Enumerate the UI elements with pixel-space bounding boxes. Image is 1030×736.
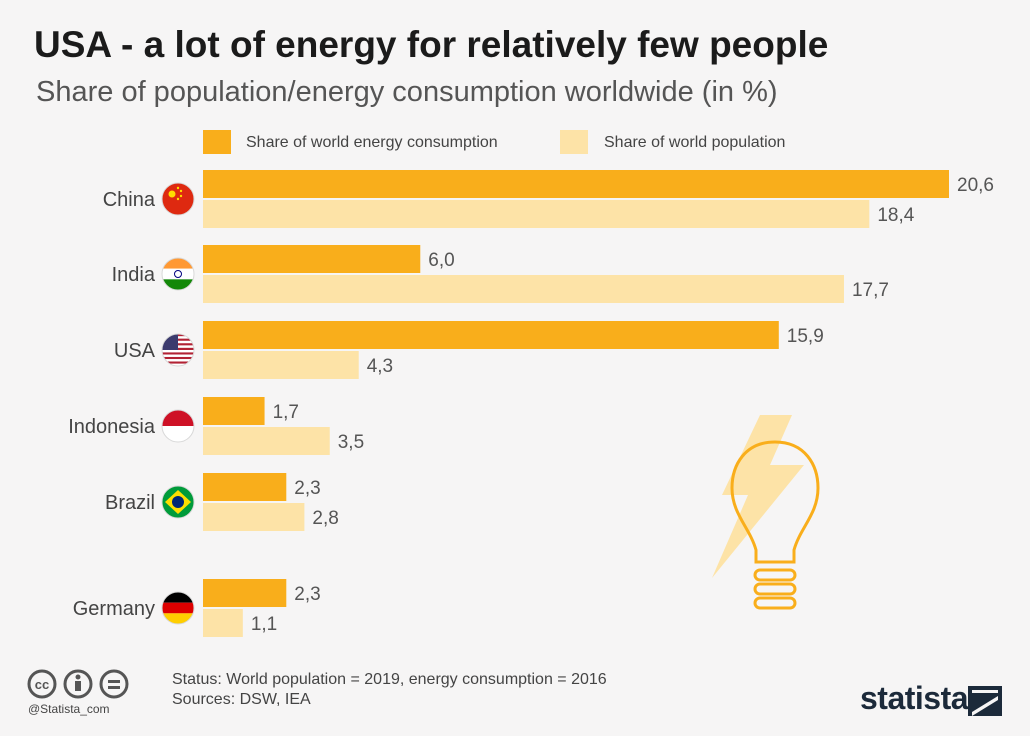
indonesia-flag-icon (161, 409, 195, 443)
chart-title: USA - a lot of energy for relatively few… (34, 24, 829, 65)
legend-swatch-energy (203, 130, 231, 154)
bar-germany-energy (203, 579, 287, 607)
brazil-flag-icon (161, 485, 195, 519)
category-label: USA (114, 340, 156, 362)
statista-handle: @Statista_com (28, 702, 110, 716)
germany-flag-icon (161, 591, 195, 625)
category-label: Germany (73, 598, 155, 620)
legend-swatch-population (560, 130, 588, 154)
data-label: 4,3 (367, 356, 393, 377)
statista-logo-icon (968, 686, 1002, 716)
bar-usa-energy (203, 321, 779, 349)
category-label: China (103, 189, 156, 211)
china-flag-icon (161, 182, 195, 216)
bar-brazil-population (203, 503, 305, 531)
data-label: 2,3 (294, 584, 320, 605)
data-label: 1,1 (251, 614, 277, 635)
data-label: 2,8 (312, 508, 338, 529)
footer-notes: Status: World population = 2019, energy … (172, 670, 607, 710)
status-note: Status: World population = 2019, energy … (172, 671, 607, 688)
data-label: 2,3 (294, 478, 320, 499)
bar-germany-population (203, 609, 243, 637)
chart-subtitle: Share of population/energy consumption w… (36, 76, 778, 108)
data-label: 17,7 (852, 280, 889, 301)
data-label: 20,6 (957, 175, 994, 196)
legend-label-population: Share of world population (604, 134, 786, 151)
svg-text:cc: cc (35, 677, 49, 692)
bar-indonesia-energy (203, 397, 265, 425)
data-label: 6,0 (428, 250, 454, 271)
category-label: India (112, 264, 156, 286)
bar-indonesia-population (203, 427, 330, 455)
data-label: 3,5 (338, 432, 364, 453)
india-flag-icon (161, 257, 195, 291)
statista-logo[interactable]: statista (860, 680, 969, 716)
data-label: 1,7 (273, 402, 299, 423)
bar-brazil-energy (203, 473, 287, 501)
bar-usa-population (203, 351, 359, 379)
bar-india-population (203, 275, 844, 303)
data-label: 15,9 (787, 326, 824, 347)
legend-label-energy: Share of world energy consumption (246, 134, 498, 151)
lightbulb-icon (712, 415, 820, 610)
bar-chart: 20,6 18,4 China 6,0 17,7 India 15,9 4,3 USA 1,7 3,… (68, 170, 994, 637)
data-label: 18,4 (877, 205, 914, 226)
bar-india-energy (203, 245, 421, 273)
creative-commons-icons: cc (27, 669, 129, 699)
category-label: Brazil (105, 492, 155, 514)
usa-flag-icon (161, 333, 195, 367)
category-label: Indonesia (68, 416, 156, 438)
bar-china-population (203, 200, 870, 228)
bar-china-energy (203, 170, 949, 198)
sources-note: Sources: DSW, IEA (172, 691, 311, 708)
